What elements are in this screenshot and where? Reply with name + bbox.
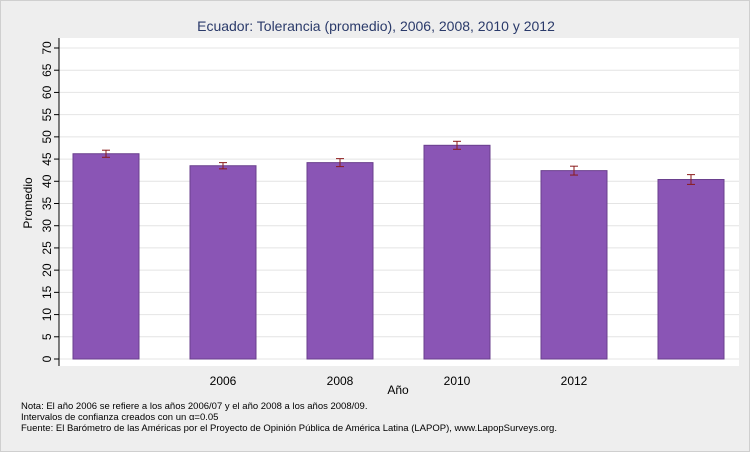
bar xyxy=(423,144,491,360)
y-tick-label: 25 xyxy=(40,241,54,255)
plot-area xyxy=(59,38,739,366)
y-tick-label: 5 xyxy=(40,333,54,340)
y-tick-label: 35 xyxy=(40,197,54,211)
bar xyxy=(657,179,725,360)
gridlines xyxy=(59,47,739,360)
y-tick-label: 30 xyxy=(40,219,54,233)
bar xyxy=(189,165,257,360)
x-tick-label: 2012 xyxy=(561,374,588,388)
bar-chart: 0 5 10 15 20 25 30 35 40 45 50 55 60 65 70 2006 2008 201… xyxy=(21,18,739,397)
bars xyxy=(72,144,725,360)
y-tick-label: 55 xyxy=(40,108,54,122)
bar xyxy=(72,153,140,360)
y-tick-label: 0 xyxy=(40,355,54,362)
x-tick-label: 2010 xyxy=(444,374,471,388)
y-ticks: 0 5 10 15 20 25 30 35 40 45 50 55 60 65 70 xyxy=(40,41,59,362)
y-tick-label: 70 xyxy=(40,41,54,55)
chart-notes: Nota: El año 2006 se refiere a los años … xyxy=(21,401,741,434)
y-tick-label: 60 xyxy=(40,85,54,99)
y-tick-label: 50 xyxy=(40,130,54,144)
error-bars xyxy=(102,140,695,185)
note-line: Intervalos de confianza creados con un α… xyxy=(21,412,219,423)
y-tick-label: 10 xyxy=(40,308,54,322)
y-tick-label: 65 xyxy=(40,63,54,77)
chart-title: Ecuador: Tolerancia (promedio), 2006, 20… xyxy=(197,18,555,34)
y-tick-label: 45 xyxy=(40,152,54,166)
note-line: Nota: El año 2006 se refiere a los años … xyxy=(21,401,368,412)
x-ticks: 2006 2008 2010 2012 xyxy=(210,374,588,388)
y-tick-label: 20 xyxy=(40,263,54,277)
note-line: Fuente: El Barómetro de las Américas por… xyxy=(21,423,557,434)
y-tick-label: 40 xyxy=(40,174,54,188)
x-tick-label: 2006 xyxy=(210,374,237,388)
y-axis-label: Promedio xyxy=(21,177,35,229)
x-axis-label: Año xyxy=(387,383,409,397)
y-tick-label: 15 xyxy=(40,285,54,299)
bar xyxy=(306,162,374,360)
bar xyxy=(540,170,608,360)
x-tick-label: 2008 xyxy=(327,374,354,388)
